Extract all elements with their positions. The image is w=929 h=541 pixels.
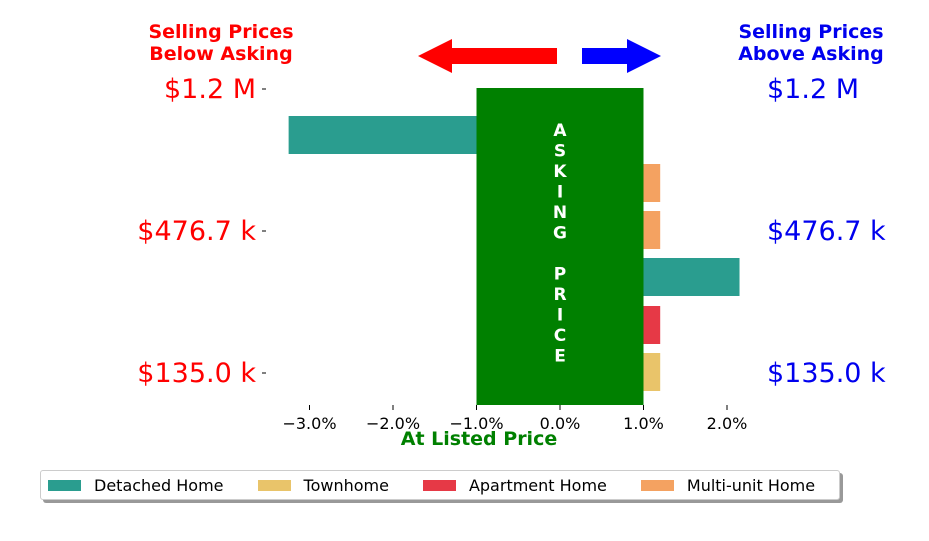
band-label-letter: R	[553, 285, 566, 305]
header-below-asking-line2: Below Asking	[149, 43, 293, 65]
legend-label: Multi-unit Home	[686, 475, 816, 495]
x-tick-label: −1.0%	[449, 414, 503, 433]
legend-label: Detached Home	[94, 475, 224, 495]
legend-label: Townhome	[303, 475, 389, 495]
band-label-letter: S	[554, 142, 566, 162]
asking-price-band	[476, 88, 644, 405]
y-tick-label-left: $476.7 k	[137, 216, 256, 247]
legend-item-detached-home: Detached Home	[48, 476, 224, 495]
header-above-asking-line2: Above Asking	[738, 43, 884, 65]
legend-item-multi-unit-home: Multi-unit Home	[640, 475, 816, 495]
y-tick-label-right: $135.0 k	[767, 358, 886, 389]
x-axis-label: At Listed Price	[401, 428, 557, 450]
band-label-letter: E	[554, 347, 566, 367]
header-above-asking: Selling Prices Above Asking	[711, 21, 911, 65]
band-label-letter: N	[553, 203, 567, 223]
x-tick-label: 0.0%	[540, 414, 581, 433]
y-tick-label-right: $1.2 M	[767, 74, 859, 105]
y-tick-label-left: $1.2 M	[164, 74, 256, 105]
chart-legend: Detached Home Townhome Apartment Home Multi…	[40, 470, 840, 500]
header-above-asking-line1: Selling Prices	[738, 21, 884, 43]
legend-swatch	[422, 479, 456, 491]
bar-detached-home	[288, 116, 477, 154]
arrow-left-icon	[418, 39, 557, 73]
header-below-asking-line1: Selling Prices	[148, 21, 294, 43]
band-label-letter: I	[557, 183, 563, 203]
bar-apartment-home	[643, 306, 661, 344]
band-label-letter: G	[553, 224, 567, 244]
x-tick-label: 1.0%	[623, 414, 664, 433]
header-below-asking: Selling Prices Below Asking	[121, 21, 321, 65]
legend-swatch	[48, 479, 81, 491]
band-label-letter: I	[557, 306, 563, 326]
bar-multi-unit-home	[643, 211, 661, 249]
y-tick-label-right: $476.7 k	[767, 216, 886, 247]
x-tick-label: −2.0%	[366, 414, 420, 433]
legend-swatch	[640, 479, 674, 491]
band-label-letter: P	[554, 265, 566, 285]
arrow-right-icon	[582, 39, 661, 73]
x-tick-label: 2.0%	[707, 414, 748, 433]
bar-townhome	[643, 353, 661, 391]
bar-detached-home	[643, 258, 740, 296]
y-tick-label-left: $135.0 k	[137, 358, 256, 389]
band-label-letter: C	[554, 326, 566, 346]
x-tick-label: −3.0%	[282, 414, 336, 433]
legend-label: Apartment Home	[468, 475, 607, 495]
bar-multi-unit-home	[643, 164, 661, 202]
band-label-letter: K	[553, 162, 567, 182]
legend-swatch	[257, 479, 291, 491]
band-label-letter: A	[553, 121, 567, 141]
legend-item-townhome: Townhome	[257, 475, 389, 495]
legend-item-apartment-home: Apartment Home	[422, 475, 607, 495]
